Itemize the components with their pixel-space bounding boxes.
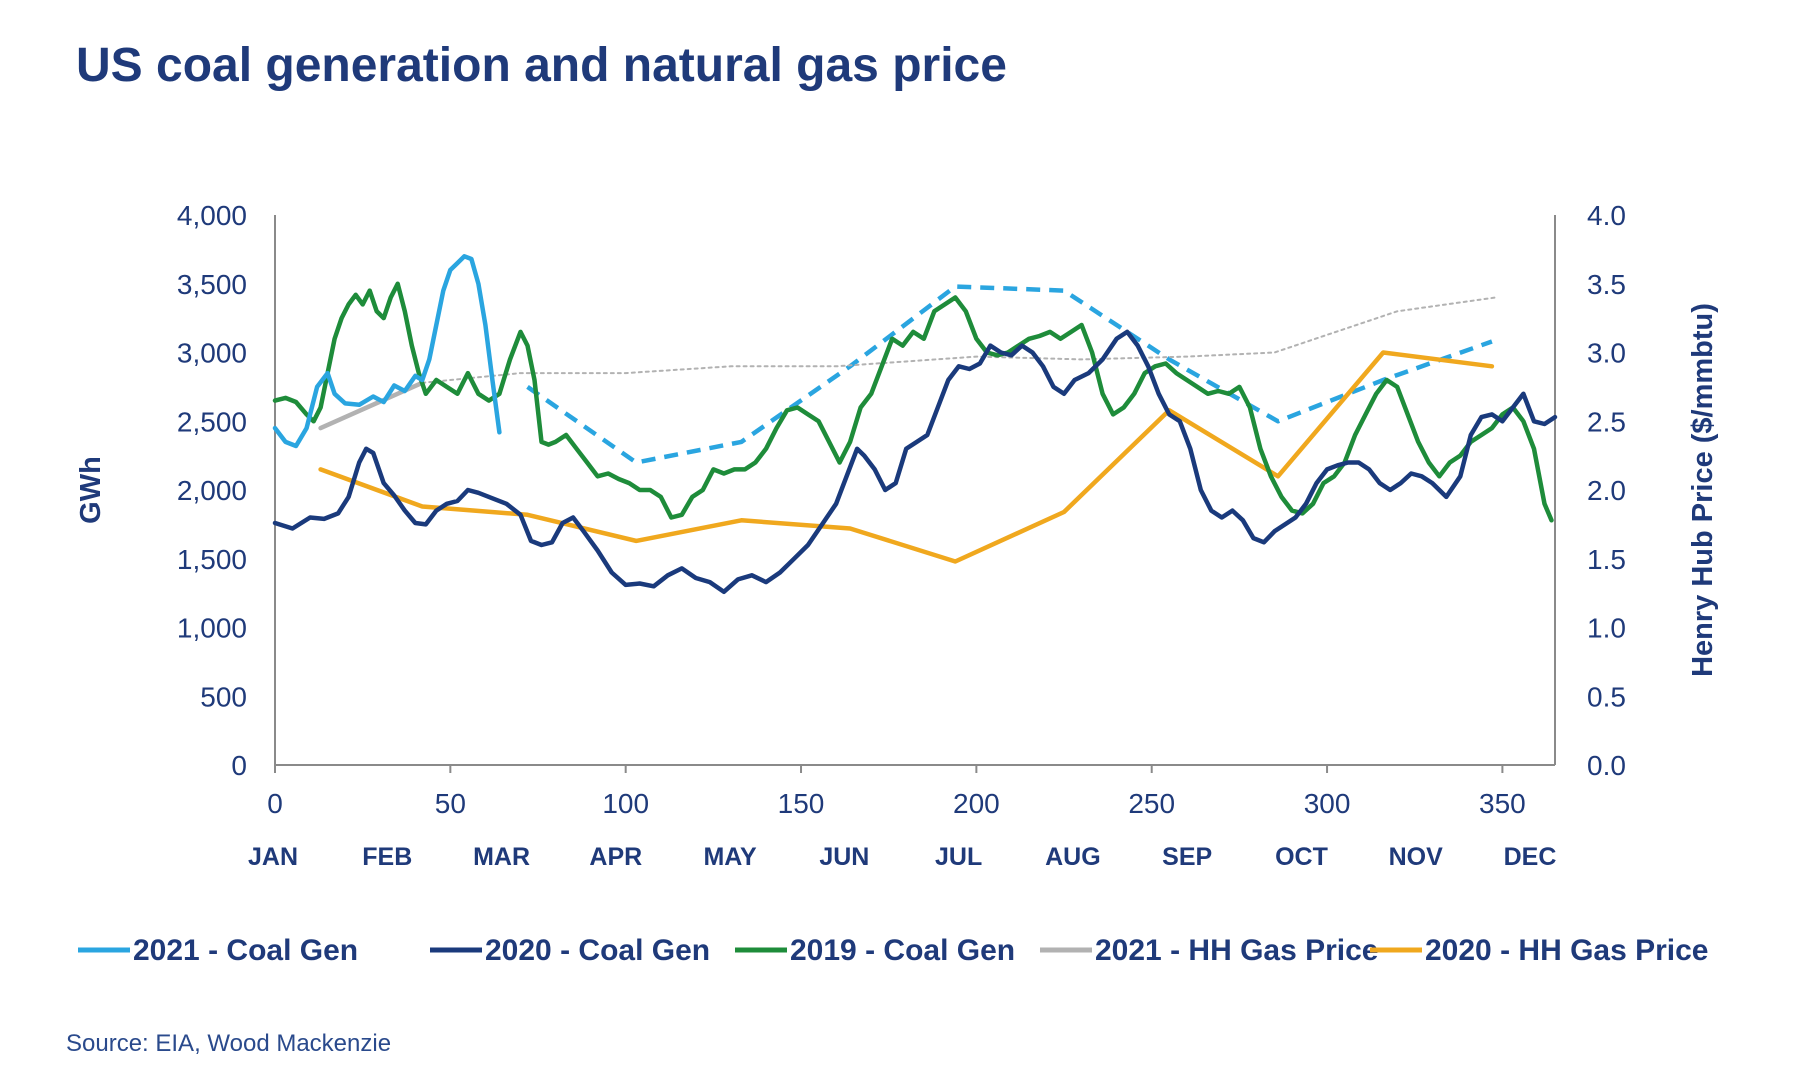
legend-label: 2020 - Coal Gen <box>485 934 710 967</box>
chart-title: US coal generation and natural gas price <box>76 39 1007 92</box>
month-label: OCT <box>1275 843 1328 871</box>
month-label: FEB <box>362 843 412 871</box>
series-line <box>421 296 1497 384</box>
y-right-tick-label: 4.0 <box>1587 200 1626 231</box>
chart-legend: 2021 - Coal Gen 2020 - Coal Gen 2019 - Coa… <box>78 934 1709 967</box>
y-left-tick-label: 3,000 <box>177 338 247 369</box>
y-left-tick-label: 3,500 <box>177 269 247 300</box>
legend-label: 2020 - HH Gas Price <box>1425 934 1709 967</box>
series-line <box>272 281 1554 523</box>
y-left-tick-label: 1,500 <box>177 544 247 575</box>
month-label: AUG <box>1045 843 1101 871</box>
chart-axes: 05001,0001,5002,0002,5003,0003,5004,0000… <box>75 200 1719 871</box>
legend-label: 2021 - HH Gas Price <box>1095 934 1379 967</box>
series-line <box>318 350 1495 564</box>
y-right-axis-title: Henry Hub Price ($/mmbtu) <box>1687 303 1719 677</box>
x-tick-label: 350 <box>1479 788 1526 819</box>
y-right-tick-label: 1.5 <box>1587 544 1626 575</box>
y-left-tick-label: 4,000 <box>177 200 247 231</box>
month-label: DEC <box>1504 843 1557 871</box>
month-label: NOV <box>1389 843 1444 871</box>
month-label: JUL <box>935 843 982 871</box>
month-label: APR <box>589 843 642 871</box>
y-left-tick-label: 0 <box>231 750 247 781</box>
legend-label: 2021 - Coal Gen <box>133 934 358 967</box>
y-left-tick-label: 2,500 <box>177 406 247 437</box>
x-tick-label: 100 <box>602 788 649 819</box>
y-left-tick-label: 1,000 <box>177 613 247 644</box>
x-tick-label: 50 <box>435 788 466 819</box>
chart-lines <box>272 254 1558 595</box>
source-note: Source: EIA, Wood Mackenzie <box>66 1030 392 1057</box>
y-right-tick-label: 2.5 <box>1587 406 1626 437</box>
month-label: JAN <box>248 843 298 871</box>
month-label: SEP <box>1162 843 1212 871</box>
x-tick-label: 0 <box>267 788 283 819</box>
series-line <box>526 284 1493 465</box>
x-tick-label: 200 <box>953 788 1000 819</box>
legend-label: 2019 - Coal Gen <box>790 934 1015 967</box>
month-label: JUN <box>819 843 869 871</box>
x-tick-label: 250 <box>1128 788 1175 819</box>
y-left-tick-label: 2,000 <box>177 475 247 506</box>
x-tick-label: 150 <box>778 788 825 819</box>
y-left-axis-title: GWh <box>75 456 107 524</box>
y-right-tick-label: 3.5 <box>1587 269 1626 300</box>
y-right-tick-label: 0.0 <box>1587 750 1626 781</box>
month-label: MAR <box>473 843 530 871</box>
month-label: MAY <box>703 843 757 871</box>
y-left-tick-label: 500 <box>200 681 247 712</box>
series-line <box>272 254 502 449</box>
y-right-tick-label: 1.0 <box>1587 613 1626 644</box>
series-line <box>272 329 1558 595</box>
x-tick-label: 300 <box>1304 788 1351 819</box>
y-right-tick-label: 2.0 <box>1587 475 1626 506</box>
y-right-tick-label: 0.5 <box>1587 681 1626 712</box>
y-right-tick-label: 3.0 <box>1587 338 1626 369</box>
